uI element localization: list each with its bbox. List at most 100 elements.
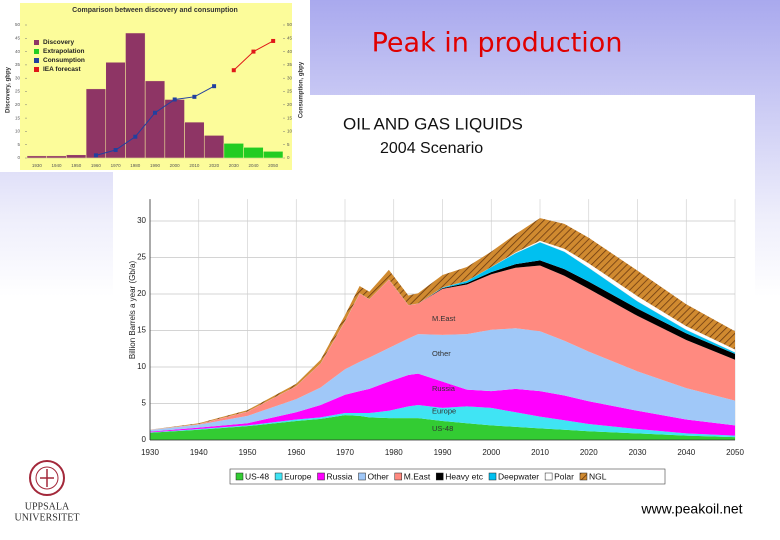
legend-swatch <box>435 472 444 481</box>
area-label: Other <box>432 349 451 358</box>
legend-swatch <box>488 472 497 481</box>
url: www.peakoil.net <box>640 501 742 517</box>
x-tick-label: 2040 <box>248 163 259 168</box>
y-tick-label: 30 <box>137 216 146 225</box>
y-tick-label: 35 <box>15 62 21 67</box>
area <box>150 265 735 431</box>
y2-tick-label: 20 <box>287 102 293 107</box>
production-chart: OIL AND GAS LIQUIDS 2004 Scenario Billion … <box>128 114 744 485</box>
x-tick-label: 1930 <box>32 163 43 168</box>
y-tick-label: 0 <box>142 435 147 444</box>
x-tick-label: 1950 <box>239 448 257 457</box>
bar <box>184 121 205 159</box>
y2-tick-label: 30 <box>287 75 293 80</box>
x-tick-label: 2010 <box>531 448 549 457</box>
y-tick-label: 20 <box>137 289 146 298</box>
logo-seal-inner <box>35 466 59 490</box>
point <box>231 68 236 73</box>
legend-swatch <box>34 40 39 45</box>
x-tick-label: 2030 <box>229 163 240 168</box>
bar <box>85 88 107 159</box>
y2-tick-label: 25 <box>287 89 293 94</box>
bar <box>263 151 284 159</box>
x-tick-label: 1940 <box>52 163 63 168</box>
point <box>271 38 276 43</box>
x-tick-label: 1970 <box>336 448 354 457</box>
legend-swatch <box>579 472 588 481</box>
x-tick-label: 1950 <box>71 163 82 168</box>
area <box>150 404 735 438</box>
y-tick-label: 15 <box>15 115 21 120</box>
logo-text: UNIVERSITET <box>15 512 80 523</box>
x-tick-label: 1930 <box>141 448 159 457</box>
bar <box>223 143 244 159</box>
y2-tick-label: 5 <box>287 142 290 147</box>
legend-swatch <box>394 472 403 481</box>
x-tick-label: 1960 <box>287 448 305 457</box>
y-tick-label: 40 <box>15 49 21 54</box>
y2-tick-label: 40 <box>287 49 293 54</box>
legend-label: NGL <box>589 471 607 481</box>
y2-tick-label: 0 <box>287 155 290 160</box>
y2-tick-label: 10 <box>287 129 293 134</box>
legend-swatch <box>34 67 39 72</box>
bar <box>203 135 225 159</box>
y-tick-label: 30 <box>15 75 21 80</box>
point <box>192 94 197 99</box>
x-tick-label: 2020 <box>580 448 598 457</box>
legend-label: M.East <box>404 471 431 481</box>
legend-label: Consumption <box>43 57 85 64</box>
y-tick-label: 0 <box>17 155 20 160</box>
y-tick-label: 50 <box>15 22 21 27</box>
legend-label: Europe <box>284 471 312 481</box>
point <box>133 134 138 139</box>
logo-seal <box>29 460 65 496</box>
logo-text: UPPSALA <box>25 501 70 512</box>
bar <box>26 155 47 159</box>
y-tick-label: 10 <box>15 129 21 134</box>
legend-box <box>229 468 666 485</box>
point <box>153 110 157 115</box>
bar <box>125 32 146 159</box>
y-axis-label: Discovery, gbpy <box>6 66 12 113</box>
x-tick-label: 1960 <box>91 163 102 168</box>
x-tick-label: 2000 <box>170 163 181 168</box>
x-tick-label: 1990 <box>434 448 452 457</box>
y-tick-label: 45 <box>15 35 21 40</box>
point <box>172 97 177 102</box>
area <box>150 328 735 432</box>
legend-swatch <box>358 472 366 481</box>
legend-label: US-48 <box>245 471 269 481</box>
area <box>149 240 736 430</box>
point <box>93 153 98 158</box>
x-tick-label: 1970 <box>111 163 122 168</box>
x-tick-label: 2050 <box>726 448 744 457</box>
legend-label: Discovery <box>43 39 74 46</box>
y-axis-label: Billion Barrels a year (Gb/a) <box>128 261 137 360</box>
legend-swatch <box>34 49 39 54</box>
bar <box>46 155 67 159</box>
y-tick-label: 25 <box>137 253 146 262</box>
legend-swatch <box>317 472 325 481</box>
slide-title: Peak in production <box>372 28 623 59</box>
legend-label: Heavy etc <box>445 471 484 481</box>
point <box>251 49 256 54</box>
area <box>150 415 735 440</box>
x-tick-label: 1990 <box>150 163 161 168</box>
y-tick-label: 15 <box>137 326 146 335</box>
legend-swatch <box>34 58 39 63</box>
legend-label: Deepwater <box>498 471 539 481</box>
x-tick-label: 2050 <box>268 163 279 168</box>
bar <box>243 147 264 159</box>
bar <box>66 154 87 159</box>
bar <box>164 99 185 159</box>
chart-subtitle: 2004 Scenario <box>380 140 483 157</box>
area <box>150 373 735 436</box>
legend-swatch <box>544 472 553 481</box>
legend-swatch <box>274 472 283 481</box>
area-label: Europe <box>432 407 456 416</box>
x-tick-label: 1980 <box>130 163 141 168</box>
x-tick-label: 1980 <box>385 448 403 457</box>
y-tick-label: 5 <box>17 142 20 147</box>
